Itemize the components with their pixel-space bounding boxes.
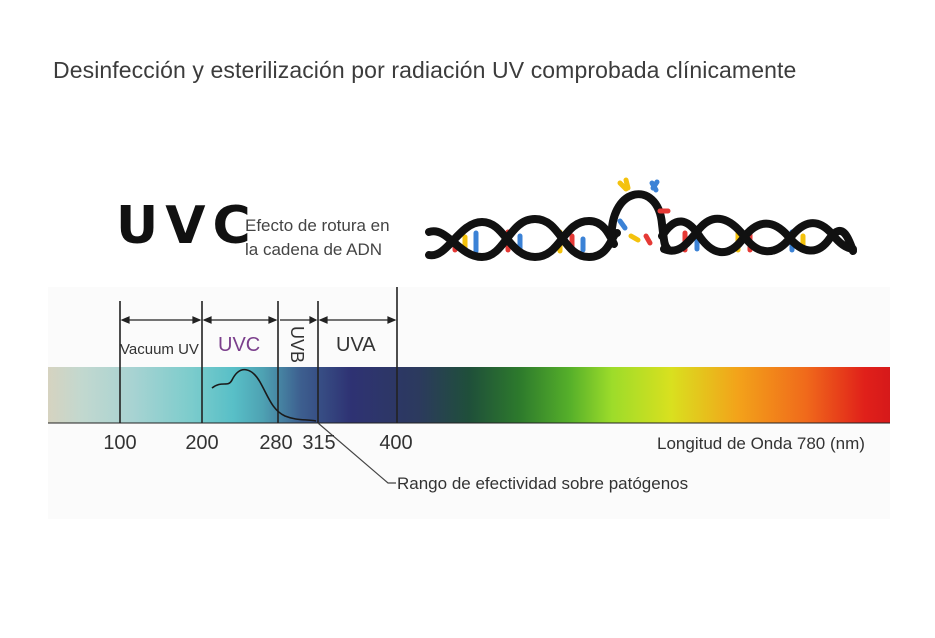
uvc-effect-line-1: Efecto de rotura en: [245, 216, 390, 235]
dna-strands: [425, 190, 857, 262]
tick-label-400: 400: [379, 432, 413, 454]
band-arrows: [120, 316, 397, 324]
band-label-uvc: UVC: [218, 334, 261, 356]
tick-label-315: 315: [302, 432, 336, 454]
effectiveness-range-label: Rango de efectividad sobre patógenos: [397, 474, 689, 493]
effectiveness-curve: [211, 368, 317, 422]
wavelength-axis-label: Longitud de Onda 780 (nm): [657, 434, 865, 453]
dna-double-helix-icon: [425, 177, 857, 262]
tick-label-200: 200: [185, 432, 219, 454]
band-divider-lines: [119, 287, 398, 423]
dna-broken-fragments: [617, 177, 671, 246]
spectrum-bar: [48, 367, 890, 423]
uvc-effect-line-2: la cadena de ADN: [245, 240, 383, 259]
range-leader-line: [317, 422, 396, 484]
uvc-heading: UVC: [116, 196, 258, 256]
band-label-vacuum-uv: Vacuum UV: [120, 341, 199, 358]
tick-label-280: 280: [259, 432, 293, 454]
band-label-uvb: UVB: [287, 326, 307, 364]
uvc-effect-description: Efecto de rotura en la cadena de ADN: [245, 214, 390, 262]
tick-label-100: 100: [103, 432, 137, 454]
band-label-uva: UVA: [336, 334, 376, 356]
page-title: Desinfección y esterilización por radiac…: [53, 57, 797, 83]
